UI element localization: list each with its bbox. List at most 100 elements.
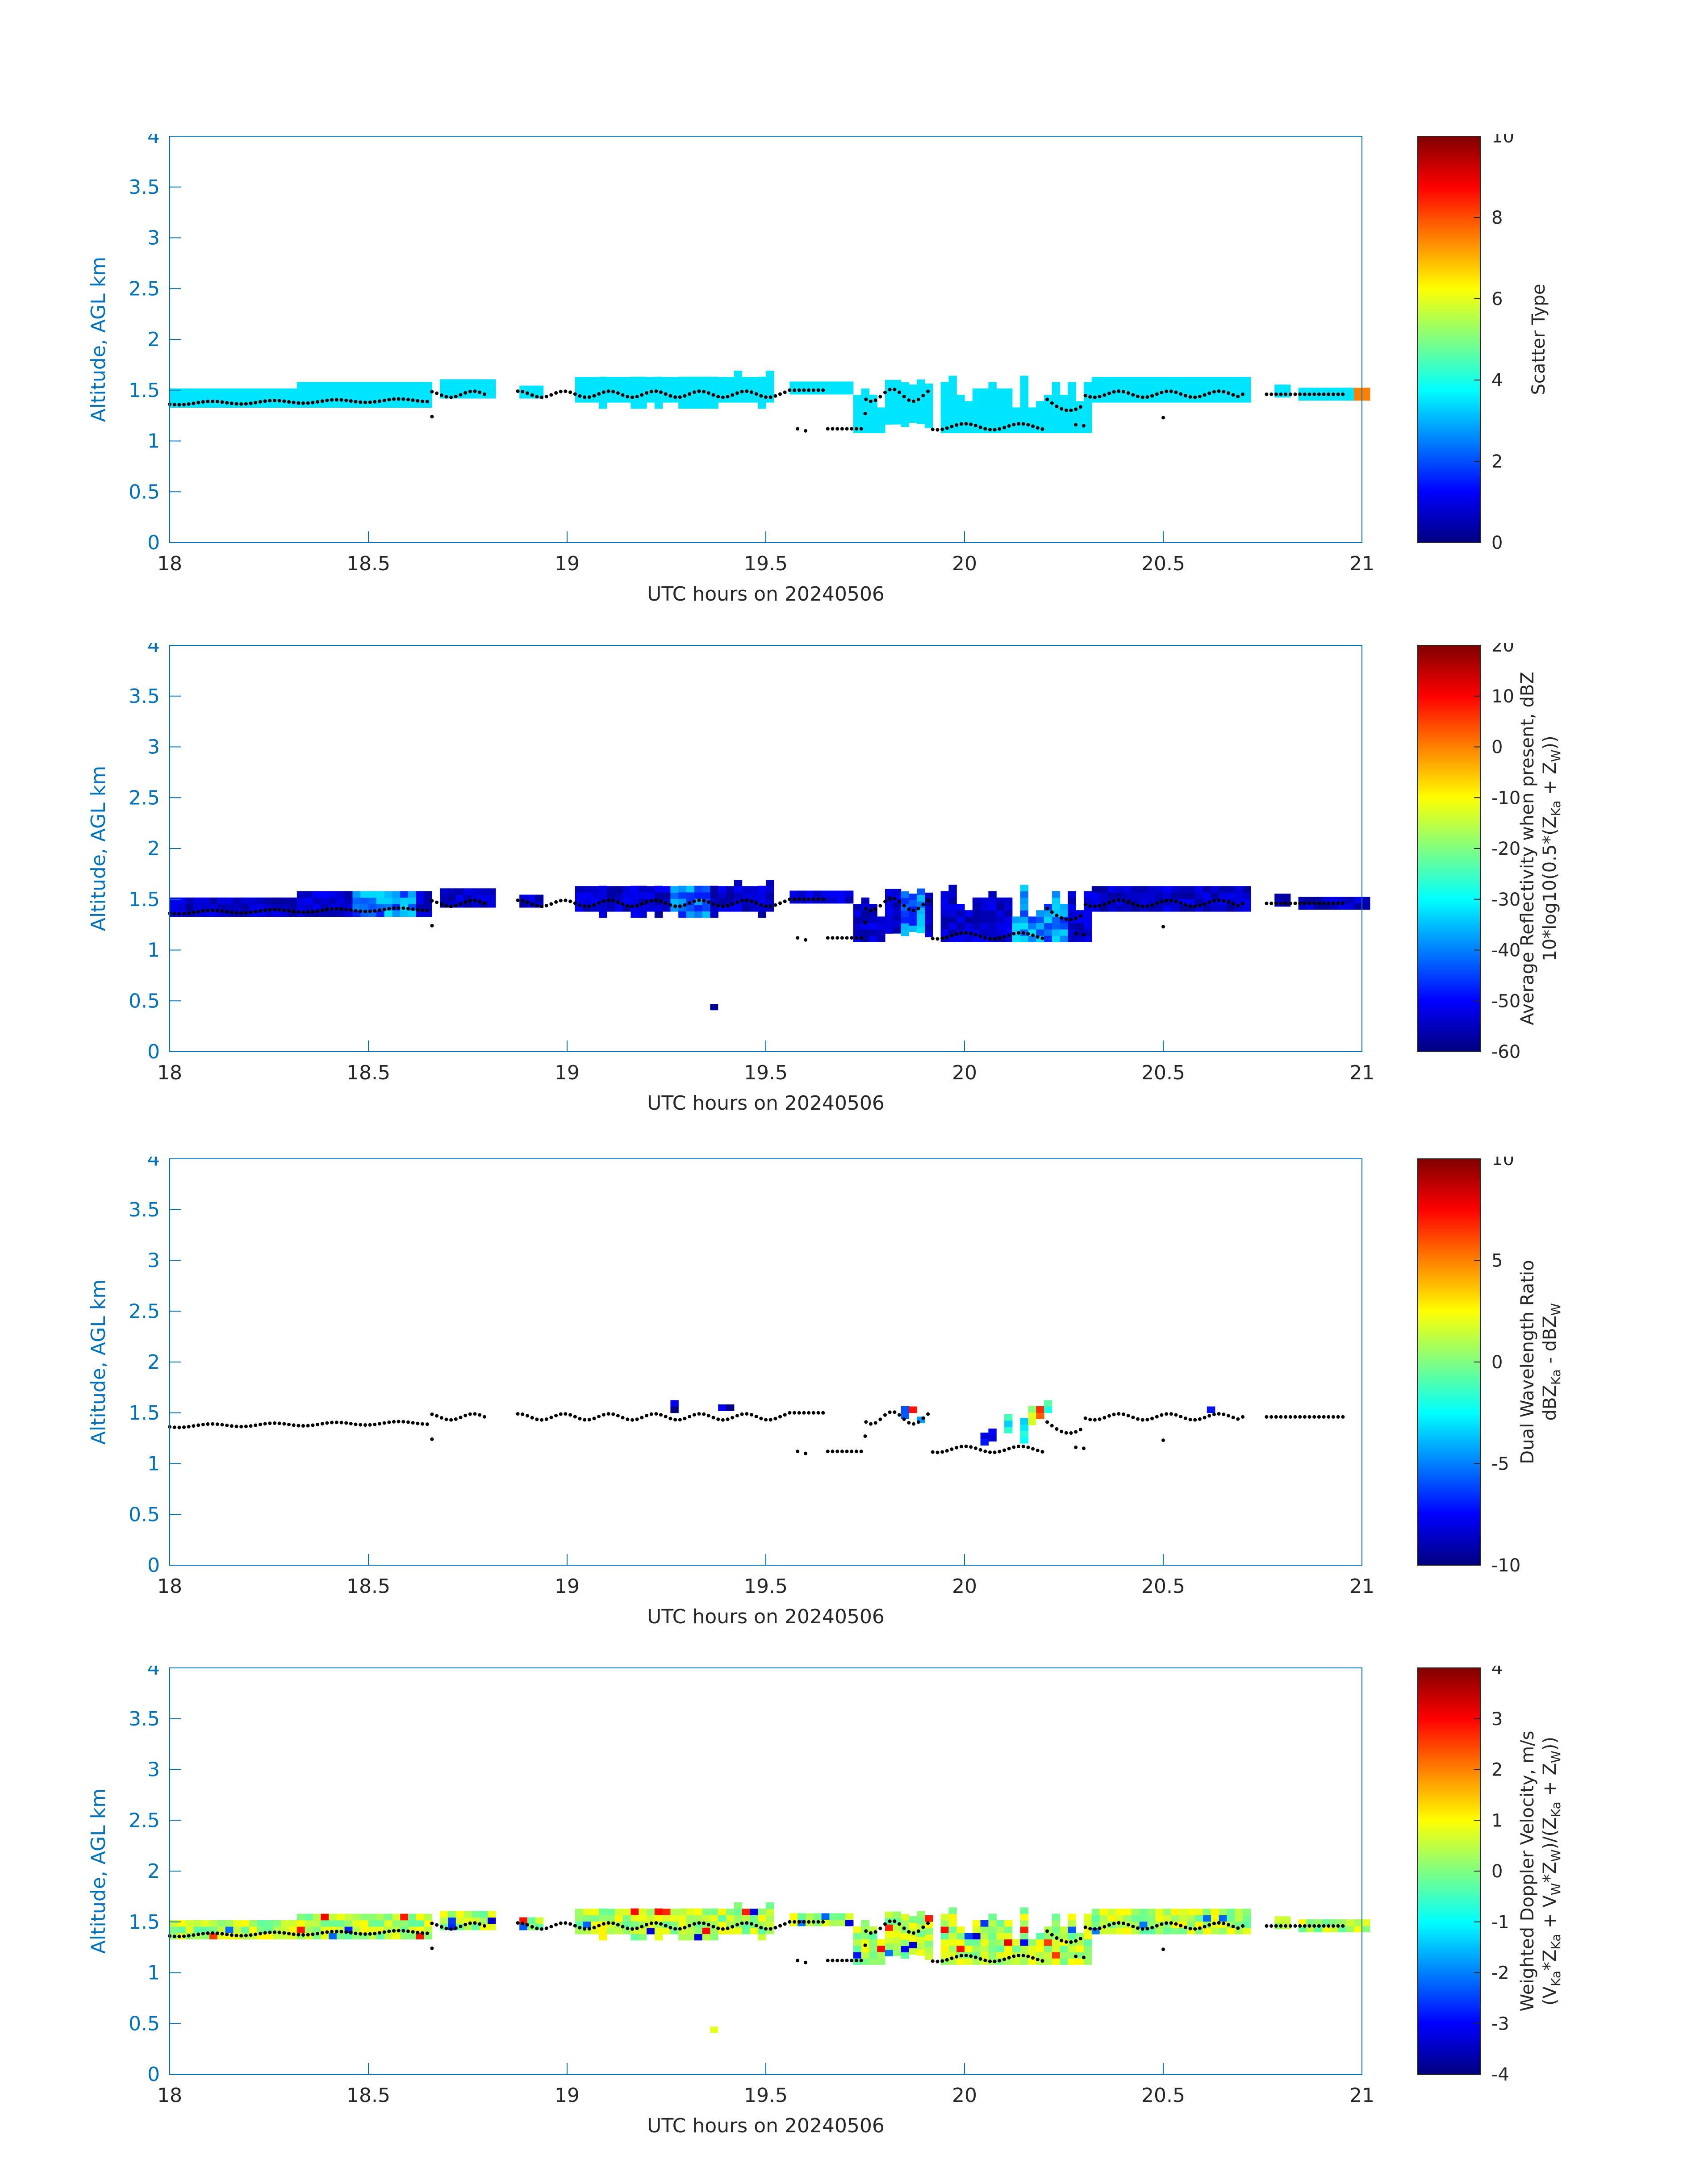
cloud-base-dot xyxy=(1165,389,1169,393)
data-cell xyxy=(742,1909,750,1915)
data-cell xyxy=(305,388,313,395)
cloud-base-dot xyxy=(1183,1926,1187,1930)
cloud-base-dot xyxy=(1069,918,1073,921)
x-tick-label: 21 xyxy=(1349,2084,1374,2107)
data-cell xyxy=(948,376,957,383)
data-cell xyxy=(614,905,623,912)
cloud-base-dot xyxy=(473,389,477,393)
data-cell xyxy=(1084,388,1092,395)
cloud-base-dot xyxy=(359,400,363,404)
cloud-base-dot xyxy=(1279,392,1283,396)
data-cell xyxy=(1195,396,1203,403)
data-cell xyxy=(607,905,615,912)
cloud-base-dot xyxy=(578,1926,582,1930)
cloud-base-dot xyxy=(282,1422,286,1426)
data-cell xyxy=(265,910,273,917)
data-cell xyxy=(1012,426,1021,433)
cloud-base-dot xyxy=(740,898,744,902)
data-cell xyxy=(1163,396,1172,403)
cloud-base-dot xyxy=(1327,392,1331,396)
cloud-base-dot xyxy=(645,1923,648,1926)
cloud-base-dot xyxy=(1279,901,1283,905)
data-cell xyxy=(1036,910,1044,917)
cloud-base-dot xyxy=(1117,389,1121,393)
data-cell xyxy=(583,892,591,899)
cloud-base-dot xyxy=(1050,1933,1054,1937)
data-cell xyxy=(1187,377,1195,384)
data-cell xyxy=(281,904,289,911)
data-cell xyxy=(861,420,869,427)
cloud-base-dot xyxy=(549,1925,553,1929)
cloud-base-dot xyxy=(377,399,381,403)
data-cell xyxy=(376,897,385,904)
data-cell xyxy=(925,924,933,931)
cloud-base-dot xyxy=(363,910,367,914)
cloud-base-dot xyxy=(1112,390,1116,394)
cloud-base-dot xyxy=(1207,1414,1211,1418)
data-cell xyxy=(455,894,464,902)
cloud-base-dot xyxy=(597,901,601,905)
data-cell xyxy=(1004,1920,1013,1927)
data-cell xyxy=(1338,394,1346,401)
cloud-base-dot xyxy=(888,388,892,392)
data-cell xyxy=(1036,1951,1044,1959)
data-cell xyxy=(1107,377,1116,384)
cloud-base-dot xyxy=(482,1924,486,1928)
colorbar-tick-label: 0 xyxy=(1491,737,1503,758)
data-cell xyxy=(956,936,965,942)
cloud-base-dot xyxy=(172,1425,176,1429)
data-cell xyxy=(1338,388,1346,394)
data-cell xyxy=(1195,1921,1203,1928)
cloud-base-dot xyxy=(864,1929,868,1933)
cloud-base-dot xyxy=(1336,392,1340,396)
data-cell xyxy=(1084,1939,1092,1946)
data-cell xyxy=(694,376,703,384)
data-cell xyxy=(170,1920,178,1927)
cloud-base-dot xyxy=(1317,1415,1321,1419)
data-cell xyxy=(400,897,409,904)
data-cell xyxy=(893,1911,902,1918)
data-cell xyxy=(614,1915,623,1922)
cloud-base-dot xyxy=(1102,1416,1107,1420)
data-cell xyxy=(384,1933,393,1939)
cloud-base-dot xyxy=(296,1424,301,1428)
cloud-base-dot xyxy=(1198,394,1202,398)
cloud-base-dot xyxy=(678,1418,682,1422)
data-cell xyxy=(631,402,639,409)
cloud-base-dot xyxy=(349,399,353,403)
data-cell xyxy=(1076,420,1084,427)
data-cell xyxy=(1147,892,1156,899)
cloud-base-dot xyxy=(1227,391,1230,395)
cloud-base-dot xyxy=(344,398,348,402)
data-cell xyxy=(472,379,480,386)
data-cell xyxy=(1099,1915,1108,1922)
x-tick-label: 20 xyxy=(952,552,977,575)
cloud-base-dot xyxy=(482,1415,486,1419)
cloud-base-dot xyxy=(859,936,863,940)
cloud-base-dot xyxy=(1169,389,1173,393)
data-cell xyxy=(376,395,385,401)
cloud-base-dot xyxy=(234,402,238,406)
cloud-base-dot xyxy=(320,1422,324,1426)
data-cell xyxy=(1139,1921,1148,1928)
data-cell xyxy=(1020,414,1028,421)
cloud-base-dot xyxy=(878,904,882,908)
data-cell xyxy=(448,1917,456,1924)
data-cell xyxy=(980,420,989,427)
data-cell xyxy=(988,382,997,389)
cloud-base-dot xyxy=(668,1416,672,1421)
cloud-base-dot xyxy=(1060,1429,1064,1433)
data-cell xyxy=(1203,377,1211,384)
data-cell xyxy=(1314,897,1323,903)
colorbar-tick-label: -40 xyxy=(1491,940,1520,961)
cloud-base-dot xyxy=(526,1923,529,1927)
cloud-base-dot xyxy=(1161,416,1165,420)
data-cell xyxy=(972,426,981,433)
data-cell xyxy=(1306,388,1315,394)
data-cell xyxy=(980,1439,989,1446)
cloud-base-dot xyxy=(983,1450,987,1454)
data-cell xyxy=(647,377,655,384)
data-cell xyxy=(893,889,902,896)
data-cell xyxy=(1068,1926,1076,1933)
data-cell xyxy=(893,392,902,399)
